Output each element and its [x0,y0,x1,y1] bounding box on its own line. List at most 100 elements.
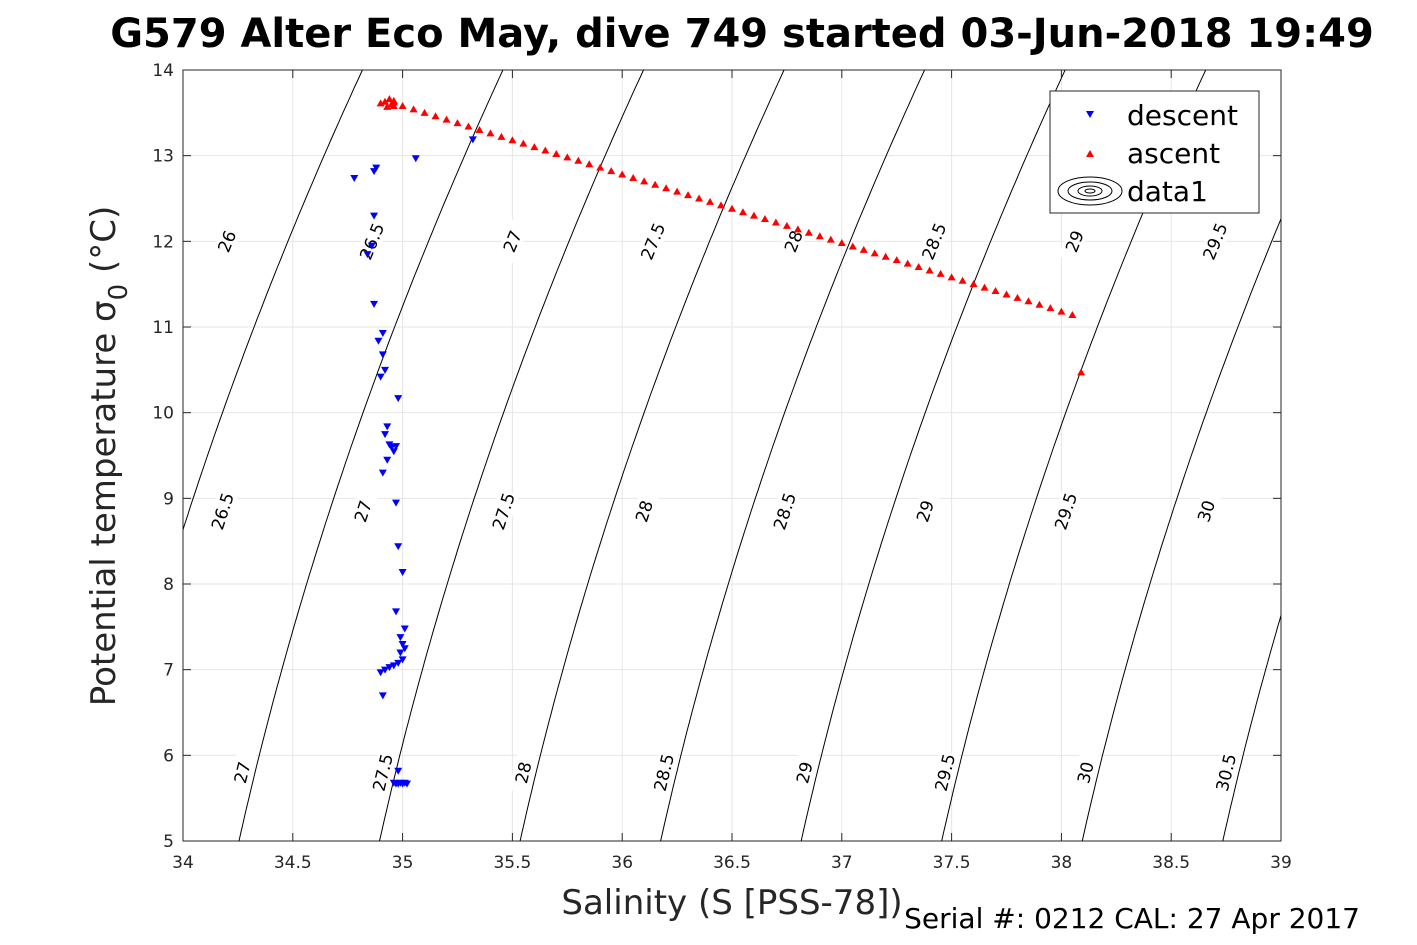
y-tick-label: 9 [163,489,174,509]
x-tick-label: 38.5 [1152,853,1190,873]
contour-line-30.5 [1363,70,1417,841]
contour-label-background [768,489,801,534]
contour-line-29.5 [1081,217,1281,841]
legend-ascent-marker [1086,150,1094,157]
ascent-point [420,108,429,116]
ascent-point [684,191,693,199]
contour-label: 27.5 [489,490,520,532]
contour-label-background [930,750,960,795]
legend[interactable]: descent ascent data1 [1049,90,1260,214]
ascent-point [519,139,528,147]
contour-label-background [227,750,257,795]
y-tick-label: 7 [163,661,174,681]
ascent-point [815,232,824,240]
ascent-point [409,105,418,113]
descent-point [378,469,387,477]
x-tick-label: 35 [392,853,414,873]
descent-point [378,351,387,359]
descent-point [398,656,407,664]
contour-label-background [628,489,660,534]
descent-point [370,212,379,220]
ascent-point [980,283,989,291]
ascent-point [695,194,704,202]
contour-label-background [368,750,398,795]
contour-label-background [790,750,819,795]
contour-label-background [355,219,389,264]
ascent-point [936,269,945,277]
contour-label-background [210,218,244,264]
descent-point [468,136,477,144]
contour-label: 29.5 [1051,490,1082,532]
descent-point [389,448,398,456]
descent-point [402,780,411,788]
ascent-point [651,180,660,188]
ascent-point [475,125,484,133]
contour-label-background [909,489,941,534]
contour-label-background [206,489,239,534]
ascent-point [728,204,736,212]
ascent-point [1068,311,1077,319]
ascent-point [607,167,616,175]
y-tick-label: 5 [163,832,174,852]
ascent-point [958,276,967,284]
x-tick-label: 36.5 [713,853,751,873]
ascent-point [662,184,671,192]
ascent-point [859,245,868,253]
y-axis-label-main: Potential temperature σ [84,300,124,706]
ascent-point [585,160,594,168]
ascent-point [541,146,550,154]
ascent-point [497,132,506,140]
ascent-point [914,263,923,271]
ascent-point [717,201,726,209]
descent-point [411,155,420,163]
contour-label-background [1198,218,1232,264]
ascent-point [453,119,462,127]
ascent-point [969,280,978,288]
ascent-point [837,239,846,247]
ascent-point [826,235,835,243]
contour-label-background [776,219,811,264]
ascent-point [618,170,627,178]
ascent-point [892,256,901,264]
descent-point [398,640,407,648]
x-axis-label: Salinity (S [PSS-78]) [561,883,902,923]
contour-label-background [1211,750,1241,795]
series-ascent [376,95,1086,376]
x-tick-label: 39 [1270,853,1292,873]
contour-line-26.5 [238,70,504,841]
contour-label: 30.5 [1213,752,1241,794]
contour-label: 27 [231,760,256,786]
y-axis-label-subscript: 0 [104,284,134,301]
contour-label: 27.5 [370,752,398,794]
ascent-point [881,252,890,260]
x-tick-label: 37.5 [933,853,971,873]
contour-label: 30 [1074,760,1099,786]
ascent-point [760,215,769,223]
ascent-point [383,102,392,110]
ascent-point [782,221,791,229]
ascent-point [947,273,956,281]
ascent-point [464,122,473,130]
ascent-point [640,177,649,185]
ascent-point [508,136,517,144]
contour-label-background [1057,219,1092,264]
descent-point [381,666,390,674]
descent-point [370,168,379,176]
descent-point [394,659,403,667]
ascent-point [749,211,758,219]
y-tick-label: 6 [163,746,174,766]
ascent-point [389,96,398,104]
ascent-point [442,115,451,123]
contour-line-27.5 [519,70,785,841]
contour-label: 28.5 [770,490,801,532]
y-tick-label: 14 [152,61,174,81]
y-axis-label-unit: (°C) [84,206,124,284]
ascent-point [385,95,394,103]
contour-label-background [347,489,379,534]
ascent-point [563,153,572,161]
descent-point [370,300,379,308]
descent-point [381,431,390,439]
ascent-point [793,225,802,233]
ascent-point [870,249,879,257]
legend-entry-ascent: ascent [1127,137,1220,170]
